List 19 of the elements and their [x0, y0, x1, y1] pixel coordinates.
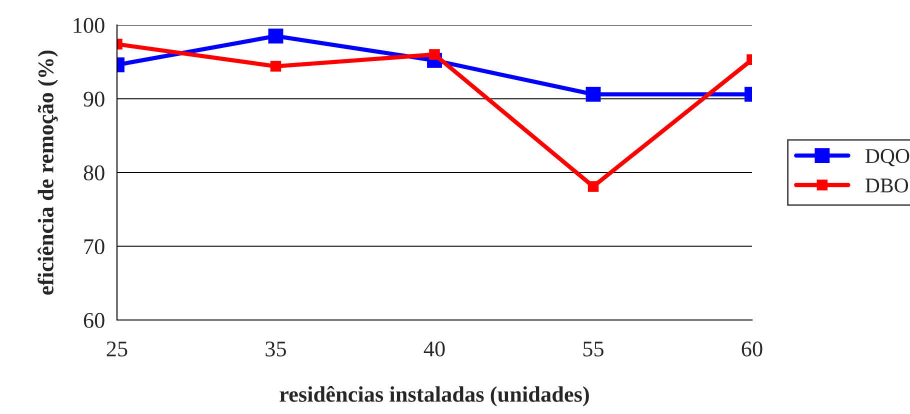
legend-label: DQO	[866, 149, 910, 166]
x-tick-label: 25	[106, 342, 128, 356]
point	[270, 60, 282, 72]
x-tick-label: 60	[742, 341, 762, 356]
x-axis-title: residências instaladas (unidades)	[280, 386, 589, 406]
point	[588, 181, 599, 192]
y-tick-label: 90	[84, 92, 104, 107]
x-tick-label: 55	[583, 342, 604, 356]
x-tick-label: 40	[424, 341, 445, 356]
y-tick-label: 100	[74, 18, 104, 33]
y-tick-label: 60	[84, 312, 104, 328]
y-tick-label: 70	[84, 239, 104, 254]
point	[586, 86, 601, 102]
x-tick-label: 35	[266, 342, 286, 356]
legend-label: DBO	[866, 178, 908, 192]
point	[429, 49, 440, 60]
y-tick-label: 80	[84, 165, 104, 180]
y-axis-title: eficiência de remoção (%)	[38, 50, 58, 295]
point	[268, 28, 284, 44]
